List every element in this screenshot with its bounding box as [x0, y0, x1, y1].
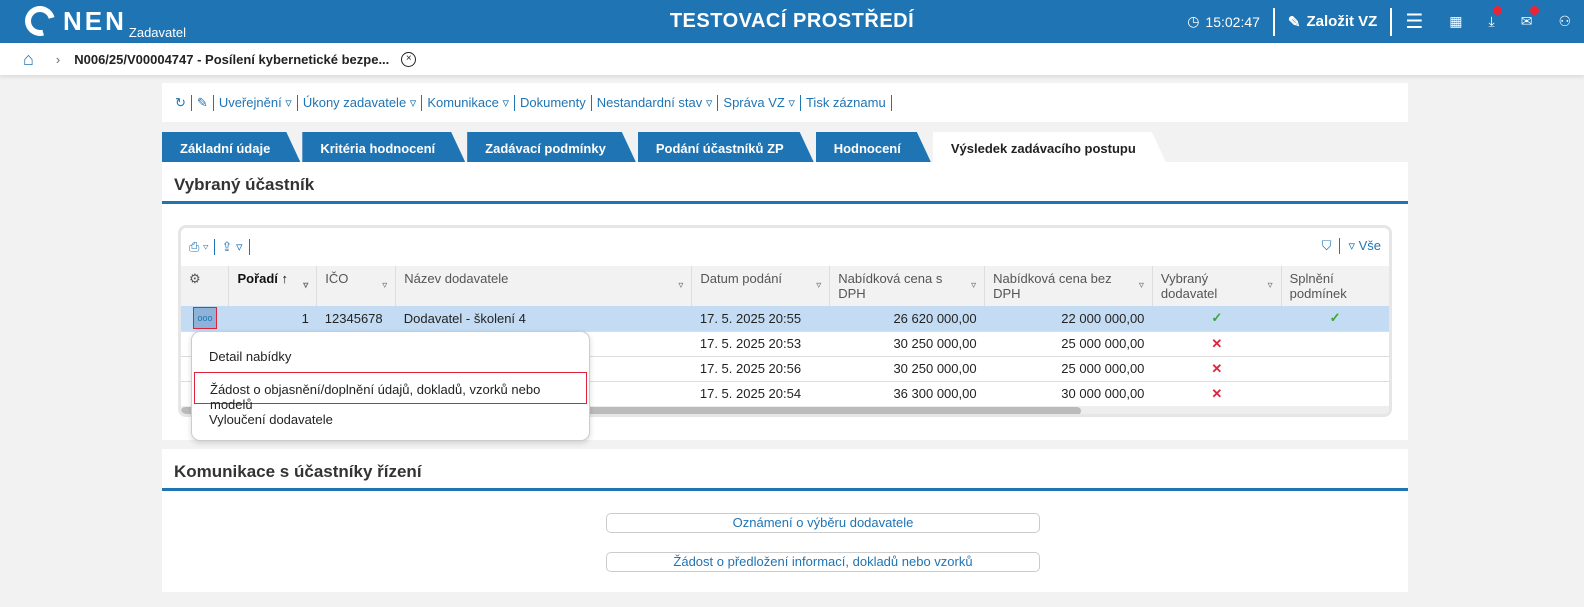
toolbar-dokumenty[interactable]: Dokumenty — [515, 94, 592, 111]
breadcrumb-title[interactable]: N006/25/V00004747 - Posílení kybernetick… — [74, 51, 390, 67]
cell-name: Dodavatel - školení 4 — [395, 306, 692, 332]
cell-price: 25 000 000,00 — [984, 356, 1153, 382]
top-bar: NEN Zadavatel TESTOVACÍ PROSTŘEDÍ ◷ 15:02:… — [0, 0, 1584, 43]
menu-request-clarification[interactable]: Žádost o objasnění/doplnění údajů, dokla… — [194, 372, 587, 412]
toolbar-nestandardni[interactable]: Nestandardní stav ▿ — [592, 94, 719, 111]
edit-icon: ✎ — [1287, 13, 1301, 31]
nen-logo[interactable]: NEN Zadavatel — [19, 0, 186, 42]
section-title: Komunikace s účastníky řízení — [162, 449, 1408, 491]
column-settings-icon[interactable]: ⚙ — [181, 266, 230, 306]
breadcrumb: ⌂ › N006/25/V00004747 - Posílení kyberne… — [0, 43, 1584, 75]
check-icon: ✓ — [1281, 306, 1389, 332]
tab-zakladni[interactable]: Základní údaje — [162, 132, 300, 162]
tab-kriteria[interactable]: Kritéria hodnocení — [302, 132, 465, 162]
tabs: Základní údaje Kritéria hodnocení Zadáva… — [162, 132, 1168, 162]
toolbar-komunikace[interactable]: Komunikace ▿ — [422, 94, 515, 111]
col-met[interactable]: Splnění podmínek — [1281, 266, 1389, 306]
check-icon: ✓ — [1152, 306, 1282, 332]
filter-all[interactable]: ▿ Vše — [1348, 238, 1381, 253]
mail-icon[interactable]: ✉ — [1508, 5, 1546, 36]
cell-met — [1281, 356, 1389, 382]
create-label: Založit VZ — [1306, 13, 1378, 30]
cell-price-vat: 36 300 000,00 — [829, 381, 985, 407]
cell-date: 17. 5. 2025 20:55 — [691, 306, 830, 332]
filter-all-label: Vše — [1358, 238, 1381, 253]
clock: ◷ 15:02:47 — [1174, 8, 1273, 36]
action-toolbar: ↻ ✎ Uveřejnění ▿ Úkony zadavatele ▿ Komu… — [162, 83, 1408, 122]
calendar-icon[interactable]: ▦ — [1449, 13, 1463, 29]
cross-icon: ✕ — [1152, 331, 1282, 357]
tab-hodnoceni[interactable]: Hodnocení — [816, 132, 931, 162]
cell-rank: 1 — [228, 306, 317, 332]
logo-sub: Zadavatel — [128, 25, 186, 40]
toolbar-tisk[interactable]: Tisk záznamu — [801, 94, 892, 111]
tab-podminky[interactable]: Zadávací podmínky — [467, 132, 636, 162]
cell-met — [1281, 331, 1389, 357]
horizontal-scrollbar[interactable] — [181, 406, 1389, 414]
refresh-icon[interactable]: ↻ — [170, 94, 192, 111]
cell-date: 17. 5. 2025 20:54 — [691, 381, 830, 407]
col-ico[interactable]: IČO ▿ — [316, 266, 397, 306]
menu-icon[interactable]: ☰ — [1390, 7, 1436, 36]
tab-vysledek[interactable]: Výsledek zadávacího postupu — [933, 132, 1166, 162]
row-context-menu: Detail nabídky Žádost o objasnění/doplně… — [191, 331, 590, 441]
home-icon[interactable]: ⌂ — [23, 48, 34, 69]
cell-price: 30 000 000,00 — [984, 381, 1153, 407]
col-name[interactable]: Název dodavatele ▿ — [395, 266, 693, 306]
export-icon[interactable]: ⇪ ▿ — [221, 239, 243, 254]
create-vz-button[interactable]: ✎ Založit VZ — [1272, 7, 1390, 36]
cross-icon: ✕ — [1152, 381, 1282, 407]
filter-icon[interactable]: ⛉ — [1321, 238, 1332, 253]
notice-selection-button[interactable]: Oznámení o výběru dodavatele — [606, 513, 1040, 533]
edit-icon[interactable]: ✎ — [192, 94, 214, 111]
time: 15:02:47 — [1205, 13, 1260, 30]
tab-podani[interactable]: Podání účastníků ZP — [638, 132, 814, 162]
request-info-button[interactable]: Žádost o předložení informací, dokladů n… — [606, 552, 1040, 572]
env-title: TESTOVACÍ PROSTŘEDÍ — [669, 10, 915, 32]
row-actions[interactable]: ooo — [181, 306, 229, 332]
cell-date: 17. 5. 2025 20:53 — [691, 331, 830, 357]
close-icon[interactable]: × — [401, 51, 417, 67]
toolbar-ukony[interactable]: Úkony zadavatele ▿ — [298, 94, 423, 111]
cell-price-vat: 26 620 000,00 — [829, 306, 985, 332]
cell-met — [1281, 381, 1389, 407]
cross-icon: ✕ — [1152, 356, 1282, 382]
col-price[interactable]: Nabídková cena bez DPH ▿ — [984, 266, 1153, 306]
cell-ico: 12345678 — [316, 306, 396, 332]
col-rank[interactable]: Pořadí ↑ ▿ — [228, 266, 318, 306]
section-title: Vybraný účastník — [162, 162, 1408, 204]
menu-exclude[interactable]: Vyloučení dodavatele — [209, 412, 333, 427]
table-row[interactable]: ooo 1 12345678 Dodavatel - školení 4 17.… — [181, 306, 1389, 332]
logo-text: NEN — [63, 6, 127, 36]
col-date[interactable]: Datum podání ▿ — [691, 266, 831, 306]
toolbar-uverejneni[interactable]: Uveřejnění ▿ — [214, 94, 298, 111]
cell-price-vat: 30 250 000,00 — [829, 356, 985, 382]
clock-icon: ◷ — [1187, 13, 1200, 29]
cell-price: 22 000 000,00 — [984, 306, 1153, 332]
menu-detail[interactable]: Detail nabídky — [209, 349, 292, 364]
download-icon[interactable]: ⤓ — [1476, 5, 1508, 36]
col-chosen[interactable]: Vybraný dodavatel ▿ — [1152, 266, 1282, 306]
col-price-vat[interactable]: Nabídková cena s DPH ▿ — [829, 266, 986, 306]
cell-price: 25 000 000,00 — [984, 331, 1153, 357]
print-icon[interactable]: ⎙ ▿ — [189, 239, 209, 254]
cell-date: 17. 5. 2025 20:56 — [691, 356, 830, 382]
communication-panel: Komunikace s účastníky řízení Oznámení o… — [162, 449, 1408, 592]
toolbar-sprava[interactable]: Správa VZ ▿ — [718, 94, 801, 111]
more-icon[interactable]: ooo — [193, 307, 217, 330]
user-icon[interactable]: ⚇ — [1558, 13, 1571, 29]
chevron-right-icon: › — [55, 51, 61, 67]
cell-price-vat: 30 250 000,00 — [829, 331, 985, 357]
